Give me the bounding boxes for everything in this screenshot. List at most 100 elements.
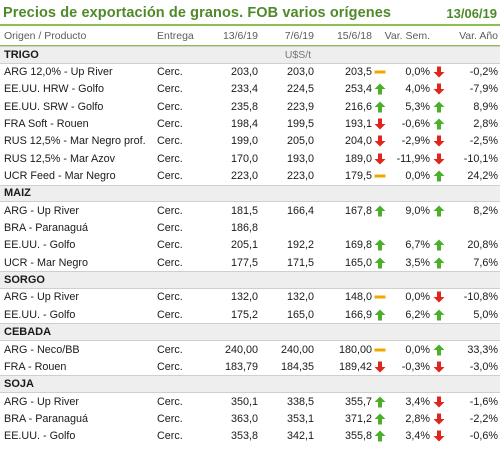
price-date-2: 205,0 [286, 135, 314, 148]
arrow-down-icon [433, 396, 445, 408]
table-row: ARG - Up River Cerc. 350,1 338,5 355,7 3,4% -1… [0, 393, 500, 410]
price-date-1: 186,8 [230, 222, 258, 235]
var-anio-value: 2,8% [473, 118, 498, 131]
price-date-3: 180,00 [338, 343, 372, 356]
var-anio-value: 24,2% [467, 169, 498, 182]
price-date-1: 181,5 [230, 204, 258, 217]
arrow-up-icon [433, 309, 445, 321]
section-name: SORGO [4, 274, 45, 287]
product-name: ARG - Up River [4, 291, 79, 304]
var-anio-value: 8,2% [473, 204, 498, 217]
var-sem-value: 0,0% [405, 343, 430, 356]
table-row: BRA - Paranaguá Cerc. 363,0 353,1 371,2 2,8% -… [0, 410, 500, 427]
trend-indicator [372, 170, 388, 182]
arrow-up-icon [433, 239, 445, 251]
product-name: RUS 12,5% - Mar Negro prof. [4, 135, 146, 148]
delivery-cell: Cerc. [157, 239, 183, 252]
var-sem-value: 0,0% [405, 169, 430, 182]
header-var-sem: Var. Sem. [384, 29, 430, 42]
arrow-up-icon [374, 309, 386, 321]
var-anio-value: -3,0% [469, 360, 498, 373]
product-name: EE.UU. - Golfo [4, 308, 76, 321]
delivery-cell: Cerc. [157, 204, 183, 217]
trend-indicator [430, 83, 448, 95]
trend-indicator [430, 170, 448, 182]
arrow-up-icon [374, 239, 386, 251]
header-product: Origen / Producto [4, 29, 87, 42]
column-header-row: Origen / Producto Entrega 13/6/19 7/6/19… [0, 26, 500, 46]
price-date-2: 203,0 [286, 66, 314, 79]
table-row: EE.UU. - Golfo Cerc. 353,8 342,1 355,8 3,4% -0… [0, 428, 500, 445]
price-date-3: 203,5 [344, 66, 372, 79]
delivery-cell: Cerc. [157, 222, 183, 235]
price-date-2: 166,4 [286, 204, 314, 217]
section-name: CEBADA [4, 326, 52, 339]
price-date-1: 183,79 [224, 360, 258, 373]
arrow-up-icon [374, 413, 386, 425]
arrow-down-icon [374, 135, 386, 147]
delivery-cell: Cerc. [157, 256, 183, 269]
header-date-1: 13/6/19 [222, 29, 258, 42]
product-name: RUS 12,5% - Mar Azov [4, 152, 116, 165]
price-date-1: 350,1 [230, 395, 258, 408]
price-date-2: 193,0 [286, 152, 314, 165]
var-sem-value: -2,9% [401, 135, 430, 148]
var-anio-value: 20,8% [467, 239, 498, 252]
arrow-up-icon [374, 430, 386, 442]
arrow-down-icon [433, 430, 445, 442]
price-date-1: 235,8 [230, 100, 258, 113]
delivery-cell: Cerc. [157, 135, 183, 148]
report-date: 13/06/19 [446, 6, 497, 21]
price-date-2: 224,5 [286, 83, 314, 96]
price-date-2: 184,35 [280, 360, 314, 373]
table-row: ARG - Neco/BB Cerc. 240,00 240,00 180,00 0,0%… [0, 341, 500, 358]
trend-indicator [430, 101, 448, 113]
price-date-3: 253,4 [344, 83, 372, 96]
section-name: SOJA [4, 378, 34, 391]
trend-indicator [372, 344, 388, 356]
product-name: UCR - Mar Negro [4, 256, 88, 269]
arrow-down-icon [433, 83, 445, 95]
trend-indicator [430, 205, 448, 217]
price-date-1: 233,4 [230, 83, 258, 96]
price-date-3: 355,8 [344, 430, 372, 443]
price-date-1: 177,5 [230, 256, 258, 269]
table-row: RUS 12,5% - Mar Negro prof. Cerc. 199,0 205… [0, 133, 500, 150]
page-title: Precios de exportación de granos. FOB va… [3, 5, 392, 21]
price-date-1: 223,0 [230, 169, 258, 182]
arrow-up-icon [433, 170, 445, 182]
var-anio-value: 5,0% [473, 308, 498, 321]
var-anio-value: -10,1% [463, 152, 498, 165]
delivery-cell: Cerc. [157, 291, 183, 304]
price-date-3: 148,0 [344, 291, 372, 304]
price-date-2: 338,5 [286, 395, 314, 408]
var-anio-value: -1,6% [469, 395, 498, 408]
trend-indicator [372, 153, 388, 165]
delivery-cell: Cerc. [157, 100, 183, 113]
price-date-1: 353,8 [230, 430, 258, 443]
var-anio-value: -10,8% [463, 291, 498, 304]
arrow-down-icon [374, 118, 386, 130]
arrow-up-icon [433, 344, 445, 355]
delivery-cell: Cerc. [157, 343, 183, 356]
unit-label: U$S/t [284, 48, 312, 61]
product-name: EE.UU. - Golfo [4, 430, 76, 443]
var-sem-value: 6,2% [405, 308, 430, 321]
section-header-cebada: CEBADA [0, 323, 500, 341]
section-header-maiz: MAIZ [0, 184, 500, 203]
table-row: BRA - Paranaguá Cerc. 186,8 [0, 219, 500, 236]
var-anio-value: 33,3% [467, 343, 498, 356]
header-delivery: Entrega [157, 29, 194, 42]
trend-indicator [372, 430, 388, 442]
arrow-up-icon [374, 83, 386, 95]
var-sem-value: 6,7% [405, 239, 430, 252]
arrow-down-icon [433, 153, 445, 165]
price-date-3: 189,0 [344, 152, 372, 165]
price-date-2: 171,5 [286, 256, 314, 269]
arrow-down-icon [374, 361, 386, 373]
var-anio-value: 7,6% [473, 256, 498, 269]
delivery-cell: Cerc. [157, 118, 183, 131]
table-row: EE.UU. HRW - Golfo Cerc. 233,4 224,5 253,4 4,… [0, 81, 500, 98]
trend-indicator [430, 66, 448, 78]
